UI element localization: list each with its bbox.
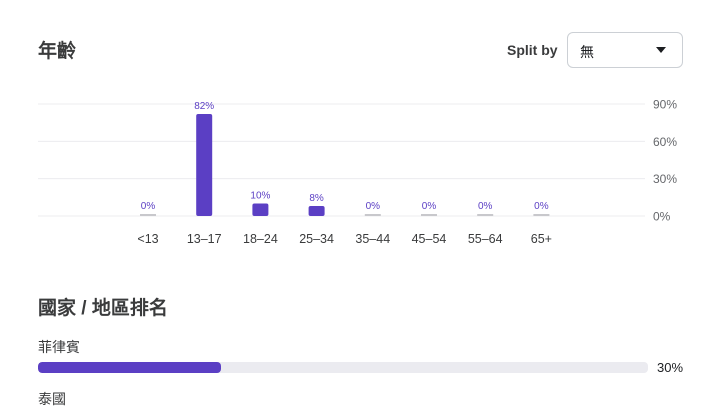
x-tick-label: 18–24 bbox=[243, 232, 278, 246]
bar bbox=[140, 214, 156, 216]
data-label: 10% bbox=[250, 191, 270, 202]
split-by-dropdown[interactable]: 無 bbox=[567, 32, 683, 68]
bar bbox=[196, 113, 213, 216]
data-label: 0% bbox=[422, 201, 437, 212]
caret-down-icon bbox=[656, 47, 666, 53]
age-title: 年齡 bbox=[38, 41, 77, 62]
data-label: 0% bbox=[366, 201, 381, 212]
x-tick-label: 13–17 bbox=[187, 232, 222, 246]
data-label: 0% bbox=[534, 201, 549, 212]
split-by-label: Split by bbox=[507, 42, 558, 58]
geo-row-track bbox=[38, 362, 648, 373]
geo-row-label: 菲律賓 bbox=[38, 339, 80, 355]
y-tick-label: 90% bbox=[653, 98, 677, 112]
y-tick-label: 30% bbox=[653, 172, 677, 186]
bar bbox=[364, 214, 381, 216]
data-label: 0% bbox=[478, 201, 493, 212]
geo-title: 國家 / 地區排名 bbox=[38, 298, 168, 319]
geo-row-label: 泰國 bbox=[38, 391, 66, 407]
split-by-value: 無 bbox=[580, 44, 594, 60]
geo-row-percent: 30% bbox=[657, 360, 684, 375]
x-tick-label: 55–64 bbox=[468, 232, 503, 246]
bar bbox=[421, 214, 437, 216]
data-label: 8% bbox=[309, 193, 324, 204]
data-label: 0% bbox=[141, 201, 156, 212]
bar bbox=[533, 214, 550, 216]
x-tick-label: 35–44 bbox=[355, 232, 390, 246]
y-tick-label: 0% bbox=[653, 210, 671, 224]
bar bbox=[252, 203, 269, 216]
bar bbox=[308, 206, 325, 216]
x-tick-label: 45–54 bbox=[412, 232, 447, 246]
age-bar-chart: 90% 60% 30% 0% 0% <13 82% 13–17 10% 18–24 8% 25–34 0… bbox=[38, 98, 677, 246]
data-label: 82% bbox=[194, 101, 214, 112]
x-tick-label: 65+ bbox=[531, 232, 552, 246]
bar bbox=[477, 214, 494, 216]
geo-row-fill bbox=[38, 362, 221, 373]
y-tick-label: 60% bbox=[653, 135, 677, 149]
x-tick-label: 25–34 bbox=[299, 232, 334, 246]
x-tick-label: <13 bbox=[137, 232, 158, 246]
